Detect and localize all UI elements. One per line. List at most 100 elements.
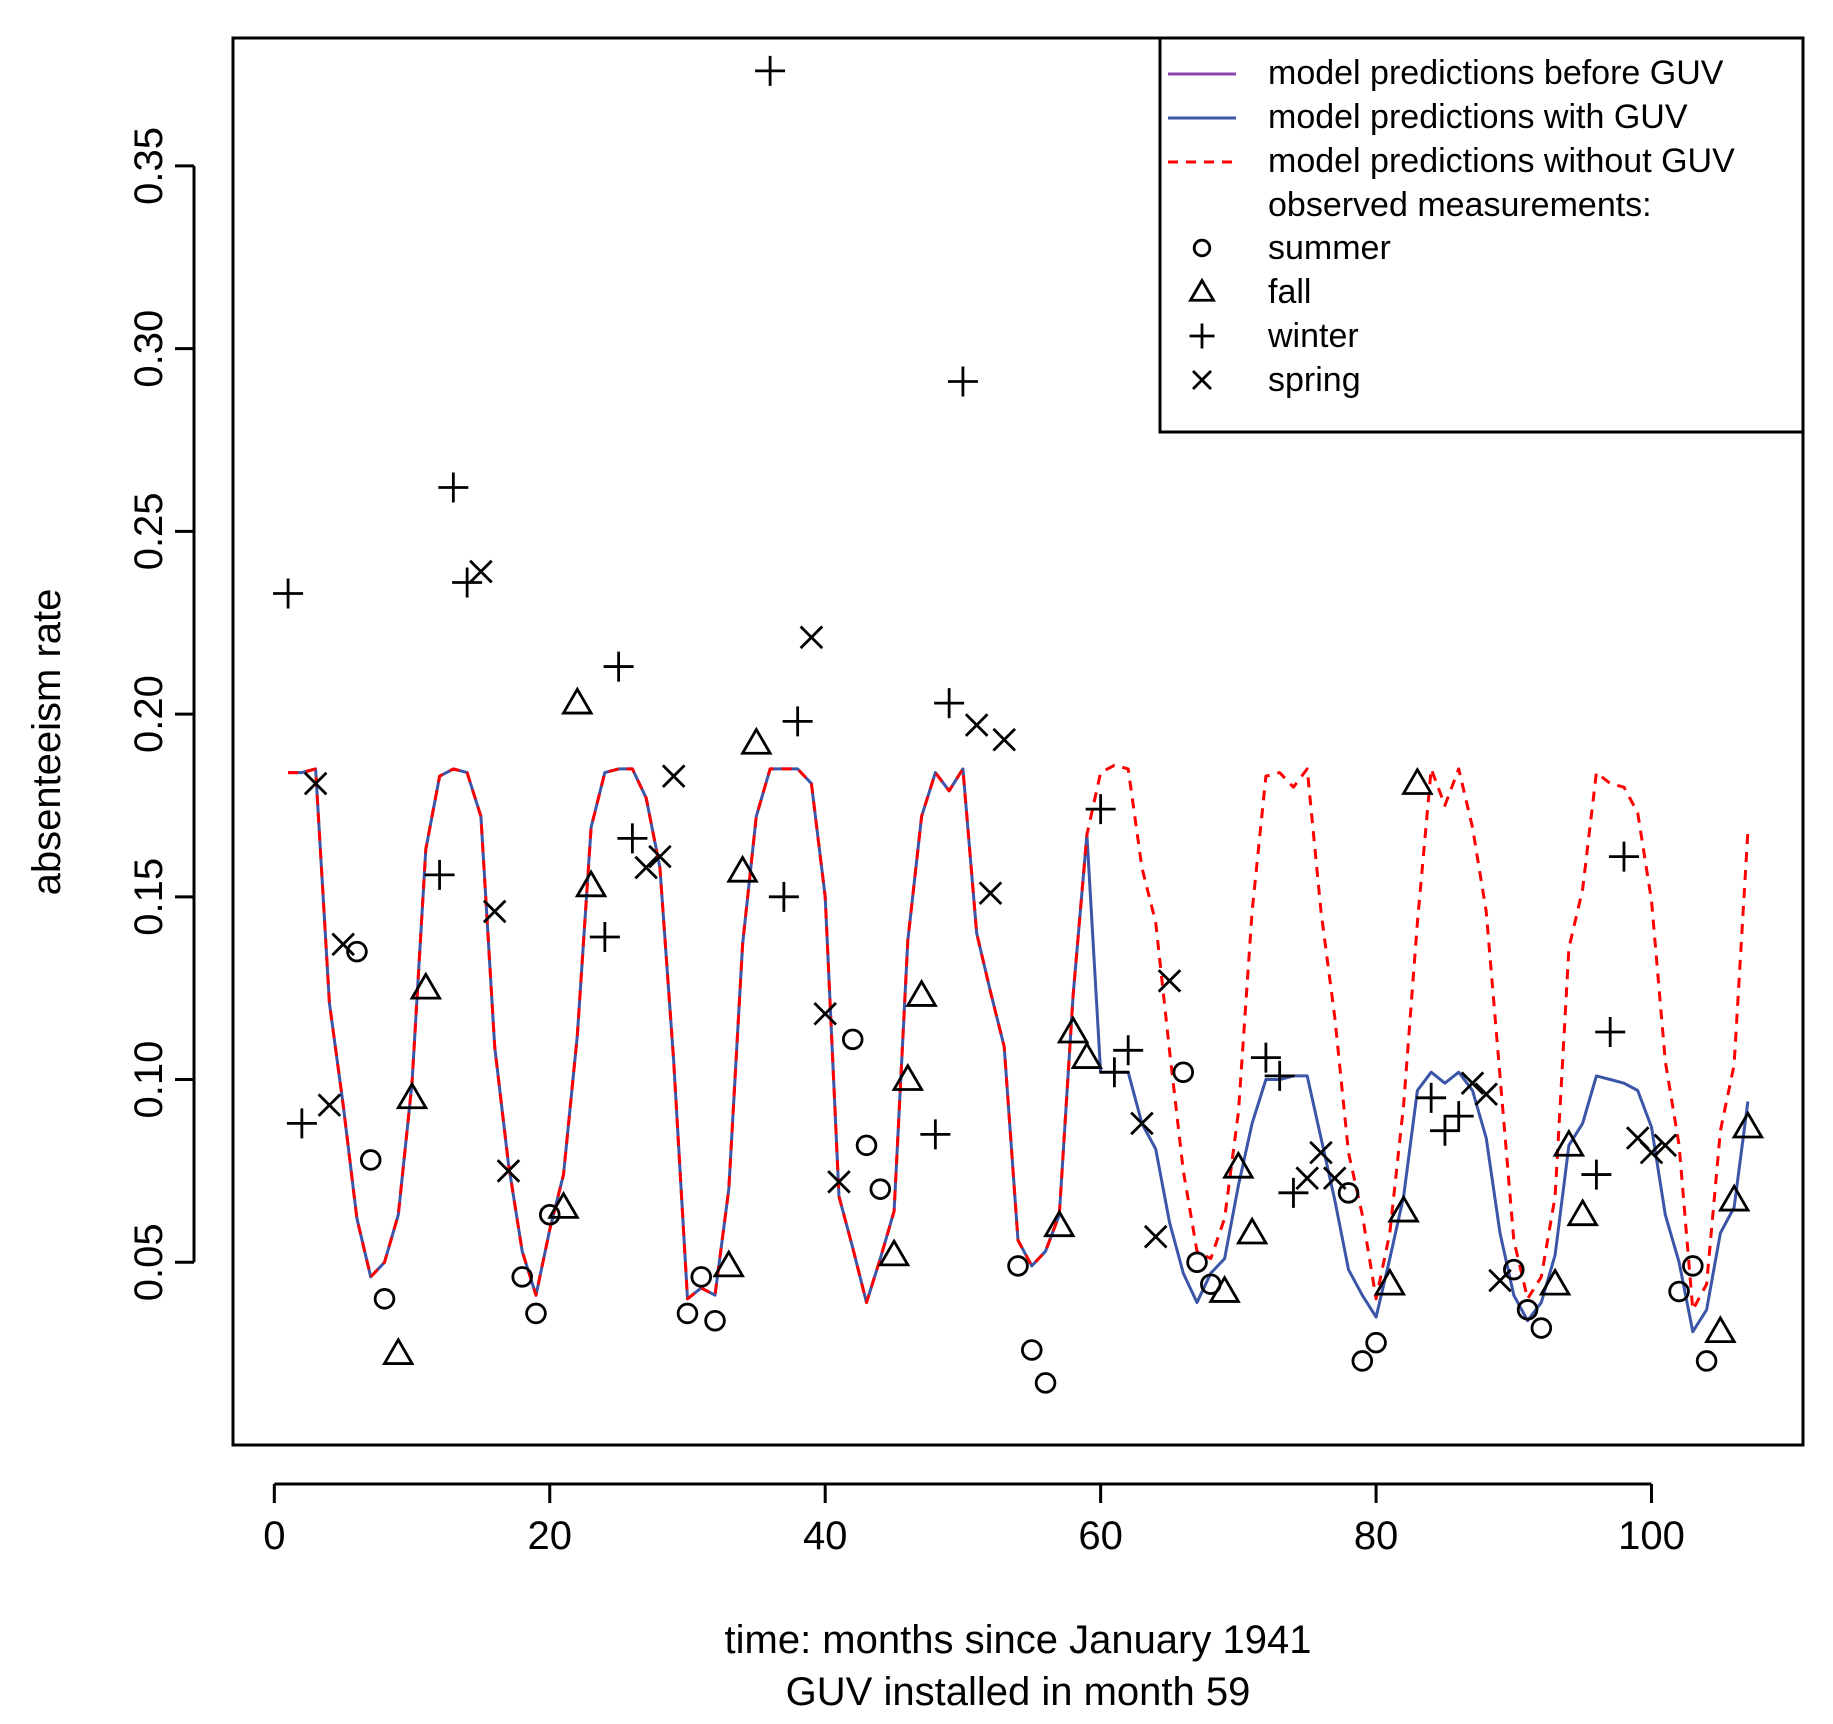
winter-point <box>1608 841 1639 872</box>
fall-point <box>712 1249 746 1278</box>
spring-point <box>1322 1166 1347 1191</box>
summer-point <box>1186 1251 1208 1274</box>
winter-point <box>934 688 965 719</box>
winter-point <box>1113 1035 1144 1066</box>
summer-point <box>690 1266 713 1288</box>
fall-point <box>1717 1183 1751 1212</box>
summer-point <box>1351 1350 1374 1372</box>
x-tick-label: 100 <box>1618 1514 1685 1558</box>
spring-point <box>469 559 493 584</box>
spring-point <box>799 625 824 650</box>
winter-point <box>1595 1017 1626 1048</box>
x-tick-label: 80 <box>1354 1514 1399 1558</box>
y-axis: 0.05 0.10 0.15 0.20 0.25 0.30 0.35 <box>127 127 196 1301</box>
summer-point <box>1695 1350 1718 1372</box>
series-line <box>288 767 1750 1334</box>
spring-point <box>1639 1140 1664 1165</box>
fall-point <box>891 1062 925 1091</box>
winter-point <box>947 366 978 397</box>
summer-point <box>704 1309 726 1332</box>
winter-point <box>920 1119 951 1150</box>
legend-box <box>1158 36 1805 434</box>
legend: model predictions before GUV model predic… <box>1158 36 1805 434</box>
fall-point <box>740 726 773 755</box>
spring-point <box>1157 969 1182 993</box>
winter-point <box>1581 1159 1612 1190</box>
spring-point <box>317 1093 342 1117</box>
spring-point <box>331 932 355 957</box>
winter-point <box>782 706 813 737</box>
summer-point <box>1172 1061 1195 1083</box>
spring-point <box>661 764 686 789</box>
winter-point <box>617 823 648 854</box>
legend-winter-marker <box>1189 323 1215 349</box>
summer-point <box>869 1178 892 1200</box>
winter-point <box>452 567 483 598</box>
winter-point <box>1278 1177 1309 1208</box>
winter-point <box>438 472 469 503</box>
fall-point <box>1401 766 1434 795</box>
fall-point <box>1387 1194 1420 1223</box>
summer-point <box>525 1302 547 1325</box>
summer-point <box>676 1302 699 1325</box>
winter-point <box>768 881 799 912</box>
y-tick-label: 0.25 <box>127 492 171 570</box>
x-axis-label-line2: GUV installed in month 59 <box>786 1670 1251 1714</box>
summer-point <box>1007 1255 1029 1277</box>
winter-point <box>603 651 634 682</box>
y-tick-label: 0.30 <box>127 310 171 388</box>
fall-point <box>382 1337 415 1365</box>
fall-point <box>1043 1209 1076 1238</box>
series-line <box>288 763 1750 1312</box>
spring-point <box>1460 1071 1485 1095</box>
y-tick-label: 0.20 <box>127 675 171 753</box>
spring-point <box>1488 1268 1512 1293</box>
winter-point <box>1250 1042 1281 1073</box>
summer-point <box>1337 1182 1360 1204</box>
summer-point <box>1516 1299 1539 1321</box>
winter-point <box>1443 1101 1474 1132</box>
summer-point <box>841 1028 864 1051</box>
fall-point <box>1731 1110 1765 1139</box>
fall-point <box>1056 1015 1090 1044</box>
summer-point <box>1682 1255 1704 1277</box>
fall-point <box>877 1238 911 1267</box>
winter-point <box>273 578 304 609</box>
legend-label: model predictions with GUV <box>1268 98 1688 136</box>
spring-point <box>1143 1224 1168 1249</box>
summer-point <box>1668 1280 1690 1303</box>
spring-point <box>1309 1140 1333 1165</box>
spring-point <box>496 1159 521 1183</box>
summer-point <box>538 1204 561 1226</box>
y-tick-label: 0.05 <box>127 1223 171 1301</box>
spring-point <box>827 1170 851 1194</box>
fall-point <box>1373 1267 1407 1296</box>
summer-point <box>359 1149 382 1171</box>
legend-label: fall <box>1268 273 1311 311</box>
fall-point <box>1222 1150 1255 1179</box>
spring-point <box>1130 1111 1154 1136</box>
spring-point <box>978 881 1003 905</box>
fall-point <box>1552 1128 1586 1157</box>
fall-point <box>1070 1041 1104 1069</box>
x-axis: 0 20 40 60 80 100 <box>263 1482 1685 1558</box>
x-tick-label: 40 <box>803 1514 848 1558</box>
y-tick-label: 0.15 <box>127 858 171 936</box>
y-tick-label: 0.35 <box>127 127 171 205</box>
spring-point <box>964 713 989 737</box>
spring-point <box>482 899 507 924</box>
spring-point <box>303 771 328 796</box>
fall-point <box>905 978 938 1007</box>
observation-points <box>273 55 1765 1394</box>
winter-point <box>424 859 455 890</box>
spring-point <box>1295 1166 1319 1191</box>
summer-point <box>1034 1372 1057 1394</box>
y-tick-label: 0.10 <box>127 1041 171 1119</box>
legend-spring-marker <box>1192 370 1212 390</box>
spring-point <box>813 1001 837 1026</box>
legend-summer-marker <box>1192 238 1212 258</box>
fall-point <box>1704 1315 1737 1344</box>
x-axis-label: time: months since January 1941 <box>725 1618 1312 1662</box>
spring-point <box>648 844 672 869</box>
